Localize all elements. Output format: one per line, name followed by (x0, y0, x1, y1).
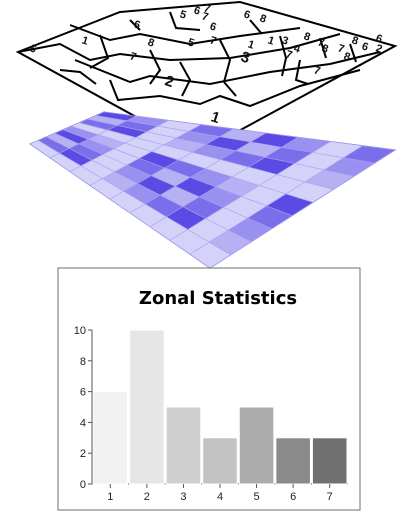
zone-label: 7 (202, 2, 212, 15)
zone-label: 1 (246, 38, 256, 51)
zone-label: 6 (28, 42, 38, 55)
x-tick-label: 4 (217, 491, 223, 503)
zone-label: 7 (316, 36, 326, 49)
x-tick-label: 5 (254, 491, 260, 503)
zone-label: 3 (280, 34, 290, 47)
x-tick-label: 6 (290, 491, 296, 503)
chart-title: Zonal Statistics (139, 288, 297, 309)
zone-label: 7 (284, 48, 294, 61)
x-tick-label: 2 (144, 491, 150, 503)
zone-label: 6 (242, 8, 252, 21)
x-tick-label: 3 (180, 491, 186, 503)
zone-label: 6 (132, 18, 142, 31)
zone-label: 2 (374, 42, 384, 55)
zone-label: 8 (320, 42, 330, 55)
zone-label: 1 (266, 34, 276, 47)
zone-label: 6 (208, 20, 218, 33)
y-tick-label: 8 (80, 356, 86, 368)
zone-label: 1 (80, 34, 90, 47)
bar-1 (92, 391, 129, 485)
zone-label: 8 (342, 50, 352, 63)
zone-label: 6 (192, 4, 202, 17)
zone-label: 4 (292, 42, 302, 56)
zone-label: 6 (374, 32, 384, 45)
y-tick-label: 0 (80, 479, 86, 491)
bar-6 (275, 437, 311, 485)
x-tick-label: 1 (107, 491, 113, 503)
zone-label: 5 (178, 8, 188, 21)
bar-5 (238, 406, 275, 485)
bar-2 (129, 329, 165, 485)
zone-label: 8 (302, 30, 312, 43)
x-tick-label: 7 (327, 491, 333, 503)
y-tick-label: 2 (80, 448, 86, 460)
zone-boundaries (17, 11, 381, 108)
zone-label: 7 (312, 64, 322, 77)
bar-3 (165, 406, 202, 485)
zone-label: 7 (208, 34, 218, 47)
zone-label: 8 (146, 36, 156, 49)
zone-label: 8 (258, 12, 268, 25)
y-tick-label: 10 (74, 325, 86, 337)
bar-4 (202, 437, 238, 485)
zone-label: 8 (350, 34, 360, 47)
y-tick-label: 6 (80, 387, 86, 399)
zone-label: 5 (186, 36, 196, 49)
raster-cells (29, 111, 396, 269)
zone-label: 7 (128, 50, 138, 63)
y-tick-label: 4 (80, 417, 86, 429)
value-raster-layer (28, 111, 397, 269)
zone-label: 7 (200, 10, 210, 23)
bar-7 (311, 437, 348, 485)
zone-label: 7 (336, 42, 346, 55)
zone-label: 6 (360, 40, 370, 53)
